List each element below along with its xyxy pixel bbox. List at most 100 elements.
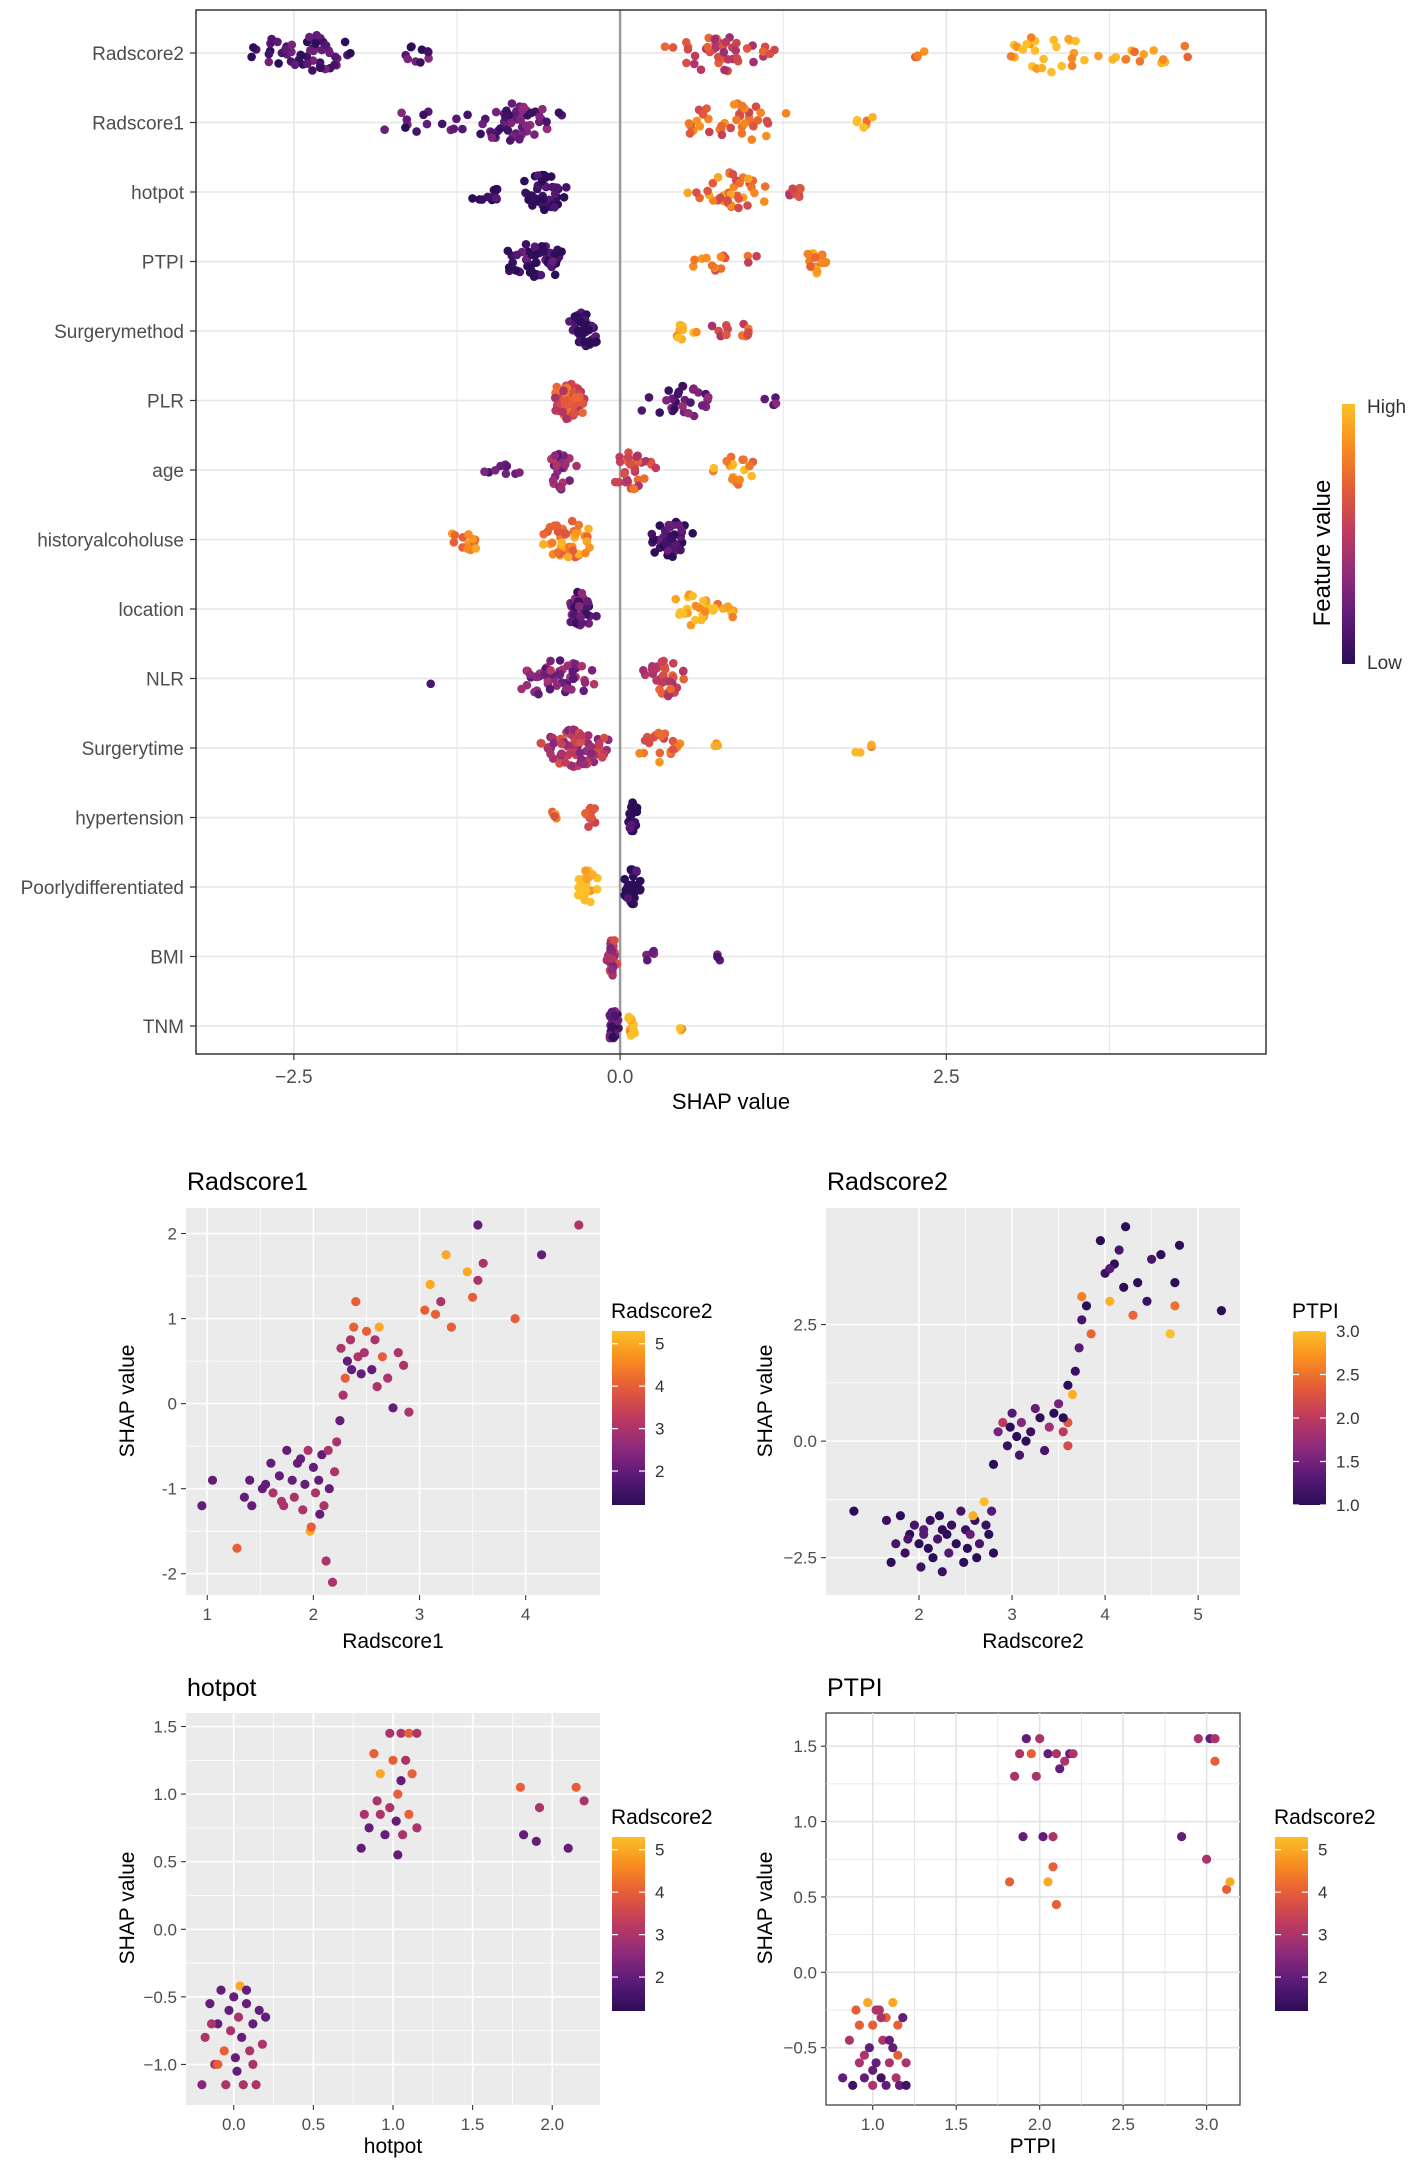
data-point	[1142, 1296, 1152, 1306]
beeswarm-point	[580, 337, 589, 346]
dependence-plot-hotpot: hotpot 0.0 0.5 1.0 1.5 2.0 −1.0 −0.5 0.0 0.5 1.0…	[116, 1674, 713, 2158]
beeswarm-point	[589, 757, 599, 767]
data-point	[359, 1809, 369, 1819]
beeswarm-point	[717, 121, 726, 131]
data-point	[342, 1356, 352, 1366]
data-point	[854, 2020, 865, 2030]
beeswarm-point	[449, 538, 459, 547]
beeswarm-point	[581, 809, 590, 818]
beeswarm-point	[569, 610, 579, 620]
beeswarm-point	[703, 42, 712, 52]
beeswarm-point	[623, 453, 633, 462]
beeswarm-point	[492, 193, 501, 203]
x-tick-label: 5	[1193, 1605, 1202, 1624]
beeswarm-point	[552, 521, 562, 530]
feature-label: hotpot	[131, 183, 185, 204]
beeswarm-point	[526, 108, 536, 118]
beeswarm-point	[478, 119, 487, 129]
data-point	[323, 1445, 333, 1455]
beeswarm-point	[594, 739, 604, 748]
data-point	[974, 1539, 985, 1549]
data-point	[933, 1534, 943, 1544]
data-point	[900, 1548, 910, 1558]
beeswarm-point	[463, 110, 472, 120]
x-tick-label: −2.5	[275, 1067, 313, 1088]
beeswarm-point	[626, 460, 635, 469]
data-point	[934, 1511, 945, 1521]
data-point	[1018, 1832, 1028, 1842]
y-tick-label: 0.5	[153, 1853, 177, 1872]
legend-high-label: High	[1367, 397, 1406, 418]
data-point	[519, 1830, 529, 1840]
beeswarm-point	[402, 115, 412, 124]
data-point	[377, 1352, 387, 1362]
data-point	[1030, 1403, 1040, 1414]
beeswarm-point	[548, 182, 557, 192]
data-point	[298, 1505, 308, 1515]
data-point	[998, 1417, 1008, 1428]
data-point	[988, 1548, 999, 1558]
beeswarm-point	[812, 267, 822, 276]
legend-colorbar	[1275, 1837, 1308, 2011]
data-point	[531, 1836, 541, 1846]
beeswarm-point	[581, 881, 590, 890]
beeswarm-point	[868, 112, 877, 122]
beeswarm-point	[504, 263, 514, 272]
legend-title: Radscore2	[611, 1806, 713, 1829]
data-point	[404, 1809, 414, 1819]
beeswarm-point	[762, 116, 772, 126]
beeswarm-point	[1052, 42, 1061, 52]
beeswarm-point	[575, 748, 585, 758]
data-point	[876, 2073, 886, 2083]
beeswarm-point	[574, 602, 584, 611]
beeswarm-point	[1057, 61, 1066, 71]
beeswarm-point	[522, 121, 531, 130]
beeswarm-point	[306, 46, 315, 55]
data-point	[1068, 1749, 1078, 1759]
beeswarm-point	[743, 251, 753, 261]
beeswarm-point	[550, 250, 560, 259]
data-point	[473, 1220, 483, 1230]
beeswarm-point	[662, 396, 671, 405]
y-tick-label: 2	[168, 1225, 177, 1244]
legend-title: Radscore2	[1274, 1806, 1376, 1829]
data-point	[972, 1553, 982, 1563]
data-point	[1007, 1408, 1017, 1418]
beeswarm-point	[554, 108, 564, 117]
data-point	[909, 1520, 920, 1530]
y-tick-label: 2.5	[793, 1316, 817, 1335]
data-point	[571, 1782, 581, 1792]
y-tick-label: 0.0	[153, 1920, 177, 1939]
beeswarm-point	[744, 174, 753, 184]
beeswarm-point	[1049, 35, 1058, 45]
y-tick-label: 1.5	[153, 1718, 177, 1737]
beeswarm-point	[515, 468, 524, 477]
data-point	[1105, 1264, 1115, 1274]
beeswarm-point	[859, 123, 868, 132]
beeswarm-point	[521, 240, 531, 249]
legend-tick-label: 3.0	[1336, 1322, 1360, 1341]
beeswarm-point	[728, 475, 737, 484]
data-point	[1133, 1278, 1143, 1288]
beeswarm-point	[568, 546, 578, 555]
beeswarm-point	[624, 1014, 634, 1024]
beeswarm-point	[702, 253, 711, 263]
beeswarm-point	[557, 538, 567, 547]
beeswarm-point	[673, 389, 683, 399]
beeswarm-point	[562, 183, 571, 192]
beeswarm-point	[557, 247, 566, 256]
beeswarm-point	[605, 953, 615, 963]
beeswarm-point	[592, 337, 601, 347]
beeswarm-point	[709, 463, 719, 473]
data-point	[1081, 1301, 1092, 1311]
panel-points	[838, 1734, 1235, 2090]
data-point	[1077, 1315, 1087, 1325]
data-point	[388, 1755, 398, 1765]
beeswarm-point	[503, 246, 513, 256]
data-point	[1119, 1282, 1129, 1292]
beeswarm-point	[726, 123, 735, 133]
beeswarm-point	[274, 59, 283, 68]
legend-tick-label: 5	[655, 1841, 664, 1860]
feature-label: location	[119, 600, 185, 621]
beeswarm-point	[722, 330, 731, 340]
